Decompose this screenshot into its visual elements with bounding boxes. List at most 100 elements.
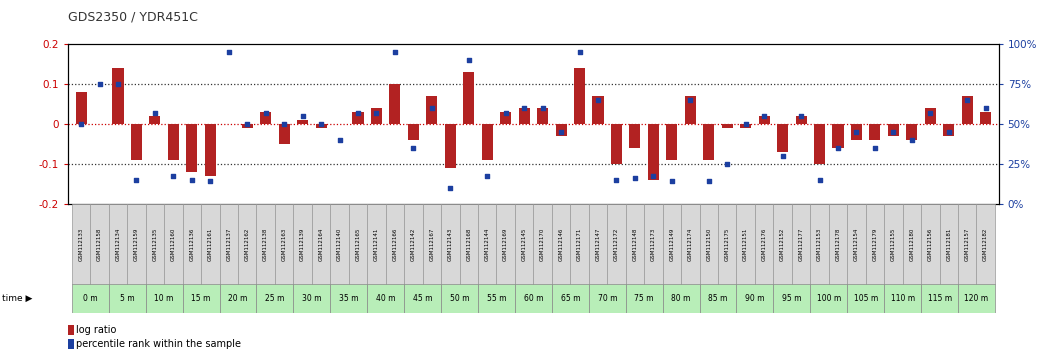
Bar — [736, 284, 773, 313]
Bar — [629, 124, 641, 148]
Bar — [962, 96, 972, 124]
Point — [737, 121, 754, 127]
Point — [239, 121, 256, 127]
Point — [165, 173, 181, 179]
Text: 70 m: 70 m — [598, 294, 617, 303]
Text: GSM112164: GSM112164 — [319, 228, 323, 261]
Point — [276, 121, 293, 127]
Point — [257, 110, 274, 115]
Text: GSM112160: GSM112160 — [171, 228, 176, 261]
Point — [331, 137, 348, 143]
Text: GSM112155: GSM112155 — [891, 228, 896, 261]
Text: GSM112150: GSM112150 — [706, 228, 711, 261]
Bar — [464, 72, 474, 124]
Text: GSM112157: GSM112157 — [965, 228, 969, 261]
Bar — [925, 108, 936, 124]
Text: 20 m: 20 m — [229, 294, 248, 303]
Text: GSM112170: GSM112170 — [540, 228, 545, 261]
Text: GSM112163: GSM112163 — [282, 228, 286, 261]
Text: GSM112177: GSM112177 — [798, 228, 804, 261]
Point — [295, 113, 312, 119]
Bar — [700, 284, 736, 313]
Bar — [316, 124, 326, 128]
Bar — [165, 204, 183, 285]
Text: 95 m: 95 m — [783, 294, 801, 303]
Bar — [921, 284, 958, 313]
Bar — [736, 204, 755, 285]
Text: 90 m: 90 m — [745, 294, 765, 303]
Text: GSM112178: GSM112178 — [836, 228, 840, 261]
Bar — [537, 108, 549, 124]
Bar — [556, 124, 566, 136]
Bar — [238, 204, 257, 285]
Text: GSM112141: GSM112141 — [374, 228, 379, 261]
Bar — [703, 124, 714, 160]
Point — [110, 81, 127, 87]
Point — [497, 110, 514, 115]
Bar — [810, 284, 848, 313]
Bar — [367, 204, 386, 285]
Bar — [68, 339, 73, 349]
Text: GSM112168: GSM112168 — [467, 228, 471, 261]
Bar — [149, 116, 160, 124]
Text: GSM112136: GSM112136 — [190, 228, 194, 261]
Bar — [219, 284, 257, 313]
Bar — [201, 204, 219, 285]
Bar — [76, 92, 87, 124]
Bar — [260, 112, 272, 124]
Point — [128, 177, 145, 183]
Text: GSM112135: GSM112135 — [152, 228, 157, 261]
Point — [885, 129, 902, 135]
Point — [461, 57, 477, 63]
Bar — [741, 124, 751, 128]
Text: GSM112153: GSM112153 — [817, 228, 822, 261]
Point — [811, 177, 828, 183]
Bar — [442, 284, 478, 313]
Point — [922, 110, 939, 115]
Point — [682, 97, 699, 103]
Bar — [607, 204, 625, 285]
Bar — [663, 204, 681, 285]
Point — [663, 178, 680, 184]
Bar — [518, 108, 530, 124]
Text: GSM112138: GSM112138 — [263, 228, 269, 261]
Bar — [958, 204, 977, 285]
Text: GSM112140: GSM112140 — [337, 228, 342, 261]
Bar — [426, 96, 437, 124]
Bar — [848, 204, 865, 285]
Point — [553, 129, 570, 135]
Bar — [168, 124, 179, 160]
Bar — [681, 204, 700, 285]
Point — [626, 175, 643, 181]
Bar — [648, 124, 659, 180]
Bar — [814, 124, 826, 164]
Point — [701, 178, 718, 184]
Bar — [72, 284, 109, 313]
Text: GSM112169: GSM112169 — [504, 228, 508, 261]
Bar — [829, 204, 848, 285]
Bar — [241, 124, 253, 128]
Bar — [902, 204, 921, 285]
Bar — [833, 124, 843, 148]
Bar — [408, 124, 419, 140]
Text: 85 m: 85 m — [708, 294, 728, 303]
Bar — [312, 204, 330, 285]
Text: GSM112156: GSM112156 — [927, 228, 933, 261]
Bar — [700, 204, 718, 285]
Bar — [588, 204, 607, 285]
Bar — [330, 284, 367, 313]
Bar — [279, 124, 290, 144]
Point — [866, 145, 883, 151]
Point — [516, 105, 533, 111]
Bar — [445, 124, 456, 168]
Bar — [496, 204, 515, 285]
Text: 60 m: 60 m — [523, 294, 543, 303]
Point — [571, 50, 587, 55]
Text: 5 m: 5 m — [120, 294, 134, 303]
Bar — [146, 284, 183, 313]
Bar — [887, 124, 899, 136]
Text: GSM112176: GSM112176 — [762, 228, 767, 261]
Bar — [515, 204, 533, 285]
Bar — [685, 96, 695, 124]
Bar — [183, 284, 219, 313]
